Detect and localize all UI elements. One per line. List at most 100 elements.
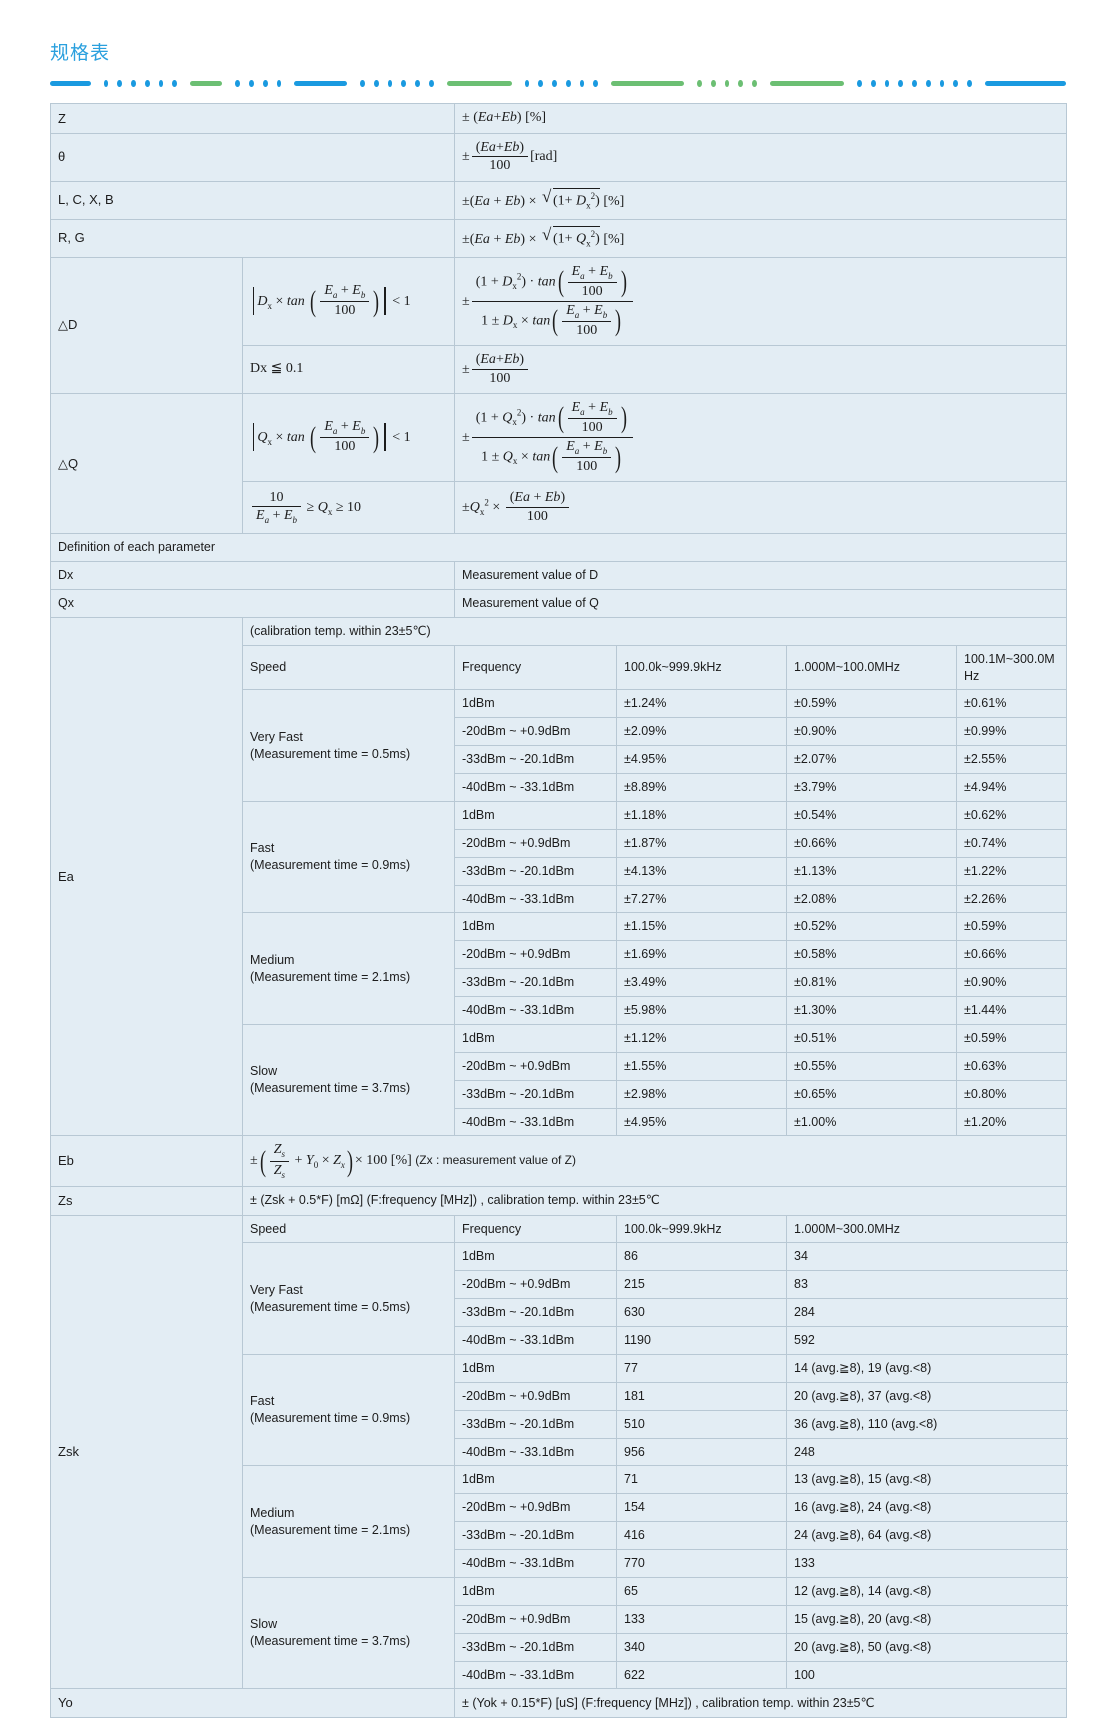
- ea-value: ±0.52%: [786, 912, 958, 942]
- delta-d-condition-2: Dx ≦ 0.1: [241, 345, 456, 394]
- rule-dash: [50, 80, 91, 86]
- ea-level: -33dBm ~ -20.1dBm: [454, 856, 618, 886]
- rule-dot: [249, 79, 254, 87]
- ea-level: -40dBm ~ -33.1dBm: [454, 773, 618, 802]
- rule-dot: [144, 79, 150, 87]
- zsk-level: 1dBm: [454, 1576, 618, 1606]
- param-label-delta-q: △Q: [50, 392, 243, 535]
- ea-value: ±0.55%: [786, 1051, 958, 1081]
- table-row-zsk-fast-1: Fast (Measurement time = 0.9ms) 1dBm 77 …: [51, 1353, 1068, 1467]
- rule-dash: [446, 80, 512, 86]
- zsk-level: -20dBm ~ +0.9dBm: [454, 1493, 618, 1523]
- table-row-zsk-fast-3: -33dBm ~ -20.1dBm 510 36 (avg.≧8), 110 (…: [51, 1409, 1068, 1439]
- ea-speed-time: (Measurement time = 3.7ms): [250, 1081, 411, 1096]
- ea-header-speed: Speed: [241, 644, 456, 691]
- ea-value: ±4.95%: [616, 1107, 788, 1137]
- zsk-value: 133: [616, 1604, 788, 1634]
- zsk-speed-name: Medium: [250, 1505, 295, 1520]
- rule-dot: [524, 79, 530, 87]
- zsk-value: 181: [616, 1381, 788, 1411]
- param-label-eb: Eb: [50, 1135, 243, 1187]
- zsk-speed-name: Slow: [250, 1617, 278, 1632]
- ea-header-band-2: 1.000M~100.0MHz: [786, 644, 958, 691]
- zsk-level: -20dBm ~ +0.9dBm: [454, 1381, 618, 1411]
- zsk-value: 154: [616, 1493, 788, 1523]
- ea-value: ±1.22%: [956, 856, 1068, 886]
- page-title: 规格表: [50, 43, 111, 64]
- ea-value: ±7.27%: [616, 884, 788, 914]
- table-row-lcxb: L, C, X, B ±(Ea + Eb) × (1+ Dx2) [%]: [49, 180, 1068, 220]
- rule-dot: [857, 79, 862, 87]
- rule-dash: [190, 80, 223, 86]
- ea-value: ±1.12%: [616, 1023, 788, 1053]
- table-row-ea-calibration: Ea (calibration temp. within 23±5℃): [50, 616, 1068, 1137]
- ea-value: ±2.07%: [786, 745, 958, 775]
- param-label-zs: Zs: [50, 1185, 243, 1216]
- zs-text: ± (Zsk + 0.5*F) [mΩ] (F:frequency [MHz])…: [241, 1185, 1068, 1216]
- param-label-ea: Ea: [50, 616, 243, 1137]
- ea-value: ±1.20%: [956, 1107, 1068, 1137]
- ea-value: ±2.09%: [616, 717, 788, 747]
- rule-dot: [131, 79, 136, 87]
- ea-value: ±1.55%: [616, 1051, 788, 1081]
- table-row-zsk-veryfast-2: -20dBm ~ +0.9dBm 215 83: [51, 1270, 1068, 1300]
- spec-sheet-page: 规格表 Z ± (Ea+Eb) [%] θ ± (Ea+Eb) 100 [rad]: [0, 0, 1102, 1470]
- zsk-value: 100: [786, 1660, 1068, 1690]
- table-row-ea-slow-1: Slow (Measurement time = 3.7ms) 1dBm ±1.…: [51, 1023, 1068, 1137]
- ea-level: -20dBm ~ +0.9dBm: [454, 1051, 618, 1081]
- rule-dot: [565, 79, 571, 87]
- ea-level: -40dBm ~ -33.1dBm: [454, 1107, 618, 1137]
- zsk-level: -20dBm ~ +0.9dBm: [454, 1270, 618, 1300]
- ea-value: ±8.89%: [616, 773, 788, 802]
- zsk-value: 12 (avg.≧8), 14 (avg.<8): [786, 1576, 1068, 1606]
- ea-value: ±0.90%: [786, 717, 958, 747]
- rule-dot: [360, 79, 365, 87]
- definition-desc: Measurement value of D: [454, 561, 1068, 590]
- ea-header-band-1: 100.0k~999.9kHz: [616, 644, 788, 691]
- table-row-ea-veryfast-4: -40dBm ~ -33.1dBm ±8.89% ±3.79% ±4.94%: [51, 773, 1068, 802]
- zsk-value: 20 (avg.≧8), 50 (avg.<8): [786, 1632, 1068, 1662]
- zsk-speed-cell: Medium (Measurement time = 2.1ms): [241, 1465, 456, 1578]
- ea-header-band-3: 100.1M~300.0MHz: [956, 644, 1068, 691]
- eb-formula: ±(Zs Zs + Y0 × Zx) × 100 [%] (Zx : measure…: [241, 1135, 1068, 1187]
- ea-speed-cell: Very Fast (Measurement time = 0.5ms): [241, 689, 456, 802]
- rule-dot: [428, 79, 434, 87]
- zsk-value: 15 (avg.≧8), 20 (avg.<8): [786, 1604, 1068, 1634]
- ea-value: ±0.59%: [956, 1023, 1068, 1053]
- zsk-level: 1dBm: [454, 1465, 618, 1495]
- ea-value: ±2.55%: [956, 745, 1068, 775]
- definition-desc: Measurement value of Q: [454, 588, 1068, 618]
- ea-value: ±0.62%: [956, 800, 1068, 830]
- delta-q-formula-2: ±Qx2 × (Ea + Eb) 100: [454, 481, 1068, 535]
- table-row-ea-veryfast-3: -33dBm ~ -20.1dBm ±4.95% ±2.07% ±2.55%: [51, 745, 1068, 775]
- ea-value: ±1.18%: [616, 800, 788, 830]
- table-row-z: Z ± (Ea+Eb) [%]: [49, 103, 1068, 134]
- table-row-zsk-veryfast-1: Very Fast (Measurement time = 0.5ms) 1dB…: [51, 1242, 1068, 1355]
- table-row-ea-fast-4: -40dBm ~ -33.1dBm ±7.27% ±2.08% ±2.26%: [51, 884, 1068, 914]
- table-row-zsk-veryfast-3: -33dBm ~ -20.1dBm 630 284: [51, 1298, 1068, 1328]
- rule-dot: [262, 79, 268, 87]
- delta-d-formula-2: ± (Ea+Eb) 100: [454, 345, 1068, 394]
- zsk-header-band-1: 100.0k~999.9kHz: [616, 1214, 788, 1244]
- zsk-value: 956: [616, 1437, 788, 1467]
- zsk-value: 592: [786, 1326, 1068, 1355]
- table-row-theta: θ ± (Ea+Eb) 100 [rad]: [49, 132, 1068, 182]
- rule-dash: [984, 80, 1066, 86]
- zsk-value: 86: [616, 1242, 788, 1272]
- ea-value: ±1.44%: [956, 996, 1068, 1025]
- rule-dot: [172, 79, 177, 87]
- ea-value: ±1.30%: [786, 996, 958, 1025]
- ea-value: ±1.15%: [616, 912, 788, 942]
- ea-speed-cell: Slow (Measurement time = 3.7ms): [241, 1023, 456, 1137]
- zsk-level: -40dBm ~ -33.1dBm: [454, 1437, 618, 1467]
- table-row-dx: Dx Measurement value of D: [49, 561, 1068, 590]
- ea-level: 1dBm: [454, 912, 618, 942]
- ea-value: ±0.59%: [786, 689, 958, 719]
- zsk-level: 1dBm: [454, 1242, 618, 1272]
- table-row-ea-veryfast-1: Very Fast (Measurement time = 0.5ms) 1dB…: [51, 689, 1068, 802]
- rule-dot: [697, 79, 702, 87]
- ea-level: -20dBm ~ +0.9dBm: [454, 717, 618, 747]
- table-row-qx: Qx Measurement value of Q: [49, 588, 1068, 618]
- decorative-rule: [50, 79, 1066, 87]
- zsk-value: 83: [786, 1270, 1068, 1300]
